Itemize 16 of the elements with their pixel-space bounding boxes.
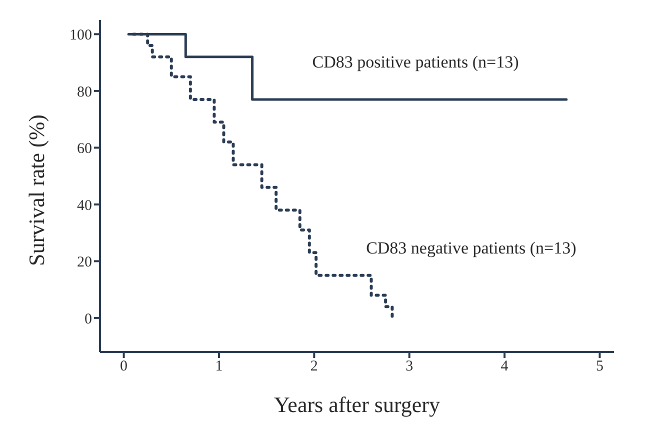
y-tick-label: 80 bbox=[77, 84, 92, 100]
x-tick-label: 5 bbox=[596, 358, 604, 375]
series-label: CD83 positive patients (n=13) bbox=[312, 52, 519, 72]
y-tick-label: 0 bbox=[84, 311, 92, 328]
y-tick-label: 100 bbox=[70, 28, 92, 44]
series-label: CD83 negative patients (n=13) bbox=[366, 238, 576, 258]
y-tick-label: 60 bbox=[77, 141, 92, 158]
y-tick-label: 40 bbox=[77, 198, 92, 214]
x-tick-label: 3 bbox=[406, 358, 414, 375]
y-tick-label: 20 bbox=[77, 254, 92, 271]
x-tick-label: 4 bbox=[500, 358, 509, 375]
x-tick-label: 0 bbox=[120, 358, 128, 375]
x-tick-label: 2 bbox=[310, 358, 318, 375]
x-axis-title: Years after surgery bbox=[274, 392, 440, 417]
y-axis-title: Survival rate (%) bbox=[24, 114, 49, 266]
x-tick-label: 1 bbox=[215, 358, 223, 375]
